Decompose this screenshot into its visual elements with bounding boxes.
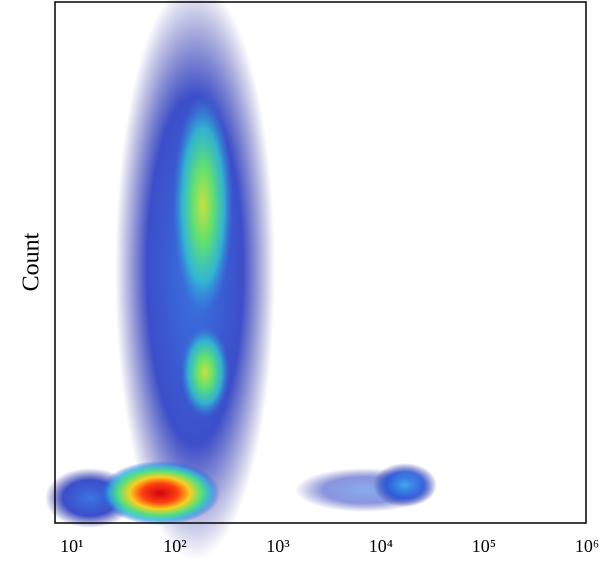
population-core	[181, 327, 229, 417]
population-core	[373, 463, 437, 507]
x-tick-label: 10³	[266, 536, 290, 556]
density-plot	[45, 0, 437, 560]
population-core	[100, 461, 220, 525]
plot-frame	[54, 1, 587, 524]
y-axis-label: Count	[19, 232, 45, 291]
x-tick-label: 10¹	[60, 536, 83, 556]
x-tick-label: 10²	[163, 536, 186, 556]
x-tick-label: 10⁵	[472, 536, 496, 556]
x-tick-label: 10⁴	[369, 536, 393, 556]
population-core	[173, 95, 233, 315]
x-tick-label: 10⁶	[575, 536, 599, 556]
